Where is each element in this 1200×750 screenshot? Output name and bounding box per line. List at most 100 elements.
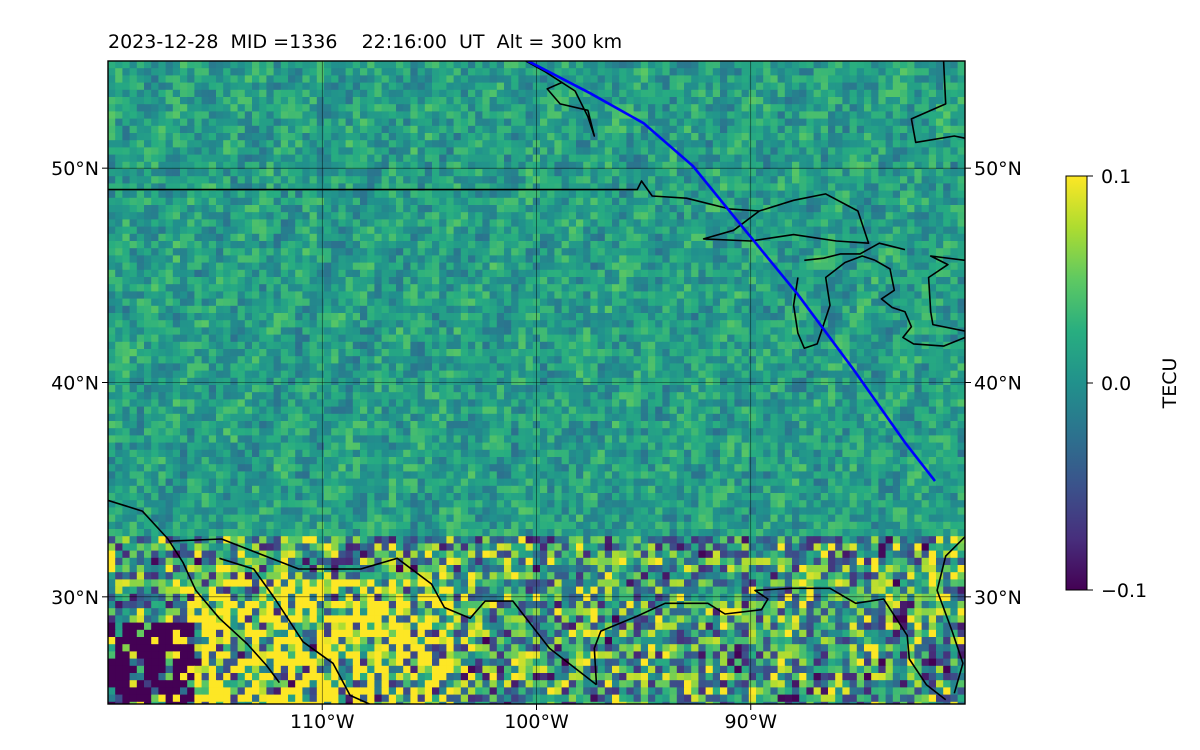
heatmap-cell xyxy=(568,183,577,192)
heatmap-cell xyxy=(820,320,829,328)
heatmap-cell xyxy=(871,277,879,285)
heatmap-cell xyxy=(187,327,195,336)
heatmap-cell xyxy=(835,277,843,285)
heatmap-cell xyxy=(878,140,887,148)
heatmap-cell xyxy=(597,212,606,220)
heatmap-cell xyxy=(115,212,123,220)
heatmap-cell xyxy=(626,212,635,220)
heatmap-cell xyxy=(619,68,627,76)
heatmap-cell xyxy=(561,219,570,228)
heatmap-cell xyxy=(691,89,699,98)
heatmap-cell xyxy=(460,248,469,256)
heatmap-cell xyxy=(691,140,699,148)
heatmap-cell xyxy=(892,327,901,336)
heatmap-cell xyxy=(201,82,210,91)
heatmap-cell xyxy=(302,233,311,242)
heatmap-cell xyxy=(417,205,426,213)
heatmap-cell xyxy=(172,197,181,206)
heatmap-cell xyxy=(619,291,627,300)
heatmap-cell xyxy=(576,241,584,249)
heatmap-cell xyxy=(403,248,411,256)
heatmap-cell xyxy=(446,356,455,364)
heatmap-cell xyxy=(770,190,779,199)
heatmap-cell xyxy=(928,118,937,127)
heatmap-cell xyxy=(669,298,678,307)
heatmap-cell xyxy=(172,89,181,98)
heatmap-cell xyxy=(410,291,419,300)
heatmap-cell xyxy=(640,298,649,307)
heatmap-cell xyxy=(849,291,858,300)
heatmap-cell xyxy=(597,334,606,343)
heatmap-cell xyxy=(547,284,555,292)
heatmap-cell xyxy=(734,75,743,84)
heatmap-cell xyxy=(453,154,462,163)
heatmap-cell xyxy=(907,176,915,184)
heatmap-cell xyxy=(489,320,498,328)
heatmap-cell xyxy=(655,248,663,256)
heatmap-cell xyxy=(604,125,613,134)
heatmap-cell xyxy=(115,233,123,242)
heatmap-cell xyxy=(712,298,721,307)
heatmap-cell xyxy=(165,248,174,256)
heatmap-cell xyxy=(914,176,923,184)
heatmap-cell xyxy=(540,169,548,177)
heatmap-cell xyxy=(741,313,750,321)
heatmap-cell xyxy=(770,320,779,328)
heatmap-cell xyxy=(712,125,721,134)
heatmap-cell xyxy=(345,118,354,127)
heatmap-cell xyxy=(928,133,937,141)
heatmap-cell xyxy=(108,327,116,336)
heatmap-cell xyxy=(136,219,145,228)
heatmap-cell xyxy=(540,284,548,292)
heatmap-cell xyxy=(864,68,872,76)
heatmap-cell xyxy=(288,341,296,350)
heatmap-cell xyxy=(338,327,347,336)
heatmap-cell xyxy=(619,269,627,278)
heatmap-cell xyxy=(597,61,606,69)
heatmap-cell xyxy=(417,305,426,314)
heatmap-cell xyxy=(576,125,584,134)
heatmap-cell xyxy=(835,291,843,300)
heatmap-cell xyxy=(324,205,332,213)
heatmap-cell xyxy=(612,219,620,228)
heatmap-cell xyxy=(108,248,116,256)
heatmap-cell xyxy=(957,140,965,148)
heatmap-cell xyxy=(230,262,239,271)
heatmap-cell xyxy=(165,61,174,69)
heatmap-cell xyxy=(914,291,923,300)
heatmap-cell xyxy=(828,269,836,278)
heatmap-cell xyxy=(259,97,267,105)
heatmap-cell xyxy=(900,219,908,228)
heatmap-cell xyxy=(424,341,433,350)
heatmap-cell xyxy=(374,284,383,292)
heatmap-cell xyxy=(892,284,901,292)
heatmap-cell xyxy=(223,97,231,105)
heatmap-cell xyxy=(496,169,505,177)
heatmap-cell xyxy=(432,334,440,343)
heatmap-cell xyxy=(936,298,944,307)
heatmap-cell xyxy=(734,233,743,242)
heatmap-cell xyxy=(756,284,764,292)
heatmap-cell xyxy=(280,269,289,278)
heatmap-cell xyxy=(864,169,872,177)
heatmap-cell xyxy=(259,349,267,357)
heatmap-cell xyxy=(835,341,843,350)
heatmap-cell xyxy=(662,97,671,105)
heatmap-cell xyxy=(518,341,527,350)
heatmap-cell xyxy=(547,118,555,127)
heatmap-cell xyxy=(360,262,368,271)
heatmap-cell xyxy=(828,133,836,141)
heatmap-cell xyxy=(208,133,217,141)
heatmap-cell xyxy=(316,334,325,343)
heatmap-cell xyxy=(381,61,390,69)
heatmap-cell xyxy=(943,176,951,184)
heatmap-cell xyxy=(864,82,872,91)
heatmap-cell xyxy=(698,291,707,300)
heatmap-cell xyxy=(900,255,908,264)
heatmap-cell xyxy=(842,190,851,199)
heatmap-cell xyxy=(302,61,311,69)
heatmap-cell xyxy=(792,334,800,343)
heatmap-cell xyxy=(403,197,411,206)
heatmap-cell xyxy=(763,176,771,184)
heatmap-cell xyxy=(244,176,253,184)
